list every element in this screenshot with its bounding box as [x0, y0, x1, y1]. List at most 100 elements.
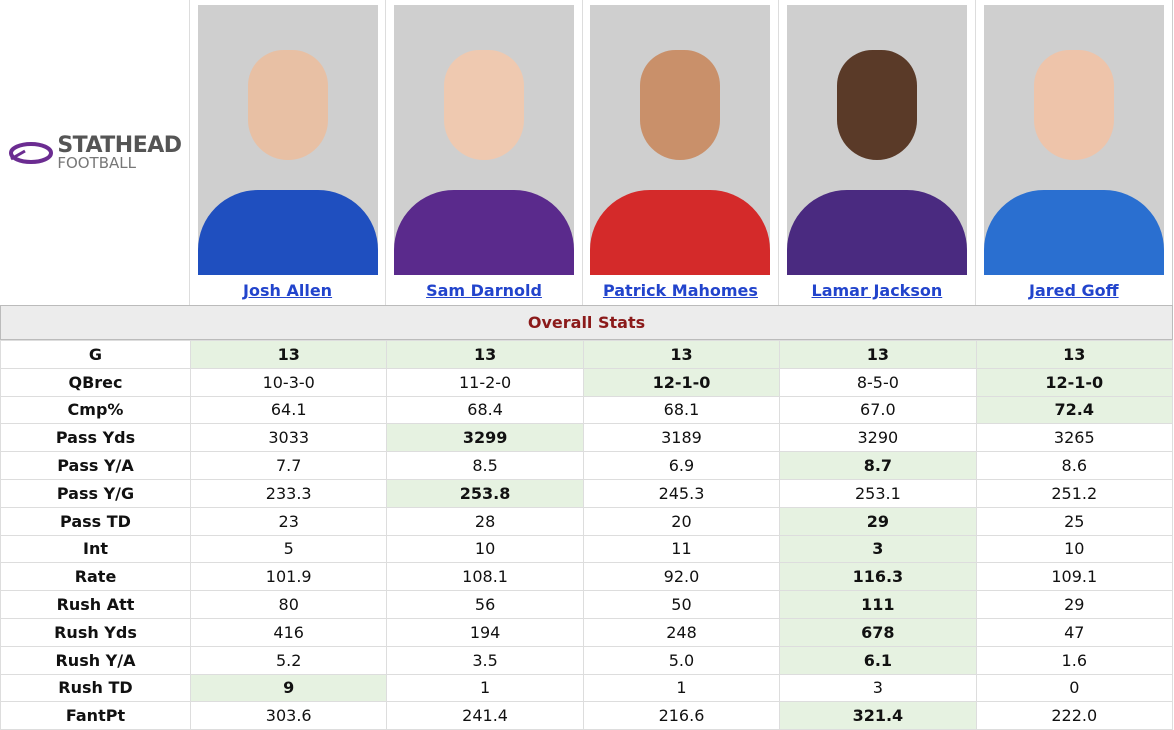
stat-value: 25	[975, 506, 1174, 536]
player-column: Sam Darnold	[386, 0, 583, 305]
photo-jersey	[394, 190, 574, 275]
stat-value: 678	[779, 617, 977, 647]
player-photo	[983, 5, 1164, 275]
logo-brand: STATHEAD	[57, 132, 182, 158]
stat-row: Int 5 10 11 3 10	[0, 534, 1174, 564]
stat-value: 248	[582, 617, 781, 647]
stat-value: 108.1	[386, 562, 584, 592]
logo: STATHEAD FOOTBALL	[0, 0, 190, 305]
stat-value: 12-1-0	[975, 367, 1174, 397]
stat-row: QBrec 10-3-0 11-2-0 12-1-0 8-5-0 12-1-0	[0, 367, 1174, 397]
stat-label: Rate	[0, 562, 191, 592]
stat-label: Pass Yds	[0, 423, 191, 453]
stat-value: 47	[975, 617, 1174, 647]
stat-value: 253.1	[779, 478, 977, 508]
stat-value: 9	[189, 673, 388, 703]
stat-value: 72.4	[975, 395, 1174, 425]
stat-label: Rush Yds	[0, 617, 191, 647]
stat-row: Pass Y/G 233.3 253.8 245.3 253.1 251.2	[0, 478, 1174, 508]
stat-value: 68.1	[582, 395, 781, 425]
stat-value: 109.1	[975, 562, 1174, 592]
photo-face	[247, 50, 328, 160]
stat-value: 222.0	[975, 701, 1174, 730]
stat-value: 3290	[779, 423, 977, 453]
player-photo	[786, 5, 967, 275]
stat-label: G	[0, 340, 191, 369]
stat-value: 13	[582, 340, 781, 369]
stat-value: 101.9	[189, 562, 388, 592]
stat-value: 303.6	[189, 701, 388, 730]
stat-value: 6.9	[582, 451, 781, 480]
photo-jersey	[983, 190, 1164, 275]
stat-row: Pass Yds 3033 3299 3189 3290 3265	[0, 423, 1174, 453]
stat-value: 50	[582, 590, 781, 619]
stat-row: Rush TD 9 1 1 3 0	[0, 673, 1174, 703]
stat-value: 3.5	[386, 645, 584, 675]
logo-icon	[9, 141, 54, 164]
stat-row: G 13 13 13 13 13	[0, 340, 1174, 369]
stat-value: 3033	[189, 423, 388, 453]
stat-value: 3189	[582, 423, 781, 453]
stat-value: 1.6	[975, 645, 1174, 675]
stat-value: 3299	[386, 423, 584, 453]
stat-value: 8-5-0	[779, 367, 977, 397]
player-link[interactable]: Lamar Jackson	[811, 281, 943, 300]
stat-value: 64.1	[189, 395, 388, 425]
player-link[interactable]: Sam Darnold	[426, 281, 542, 300]
photo-face	[444, 50, 524, 160]
logo-text: STATHEAD FOOTBALL	[57, 132, 182, 172]
stat-label: Rush TD	[0, 673, 191, 703]
stat-value: 5	[189, 534, 388, 564]
stat-value: 1	[582, 673, 781, 703]
player-photo	[197, 5, 378, 275]
stat-value: 241.4	[386, 701, 584, 730]
stat-value: 11	[582, 534, 781, 564]
photo-face	[1033, 50, 1114, 160]
player-column: Patrick Mahomes	[583, 0, 780, 305]
stat-value: 13	[386, 340, 584, 369]
logo-sub: FOOTBALL	[57, 153, 136, 172]
stat-value: 321.4	[779, 701, 977, 730]
stat-value: 233.3	[189, 478, 388, 508]
stat-value: 12-1-0	[582, 367, 781, 397]
stat-value: 20	[582, 506, 781, 536]
player-link[interactable]: Jared Goff	[1029, 281, 1119, 300]
stat-value: 8.5	[386, 451, 584, 480]
stat-row: Pass TD 23 28 20 29 25	[0, 506, 1174, 536]
stat-row: Cmp% 64.1 68.4 68.1 67.0 72.4	[0, 395, 1174, 425]
stat-value: 29	[975, 590, 1174, 619]
player-column: Josh Allen	[190, 0, 387, 305]
photo-jersey	[590, 190, 771, 275]
stat-label: Rush Y/A	[0, 645, 191, 675]
stat-value: 1	[386, 673, 584, 703]
player-link[interactable]: Patrick Mahomes	[602, 281, 758, 300]
stat-value: 10-3-0	[189, 367, 388, 397]
stat-value: 11-2-0	[386, 367, 584, 397]
stat-value: 253.8	[386, 478, 584, 508]
stat-value: 13	[779, 340, 977, 369]
stat-label: Cmp%	[0, 395, 191, 425]
stat-value: 56	[386, 590, 584, 619]
stat-value: 80	[189, 590, 388, 619]
header: STATHEAD FOOTBALL Josh Allen Sam Darnold P…	[0, 0, 1173, 305]
stat-label: QBrec	[0, 367, 191, 397]
stat-value: 28	[386, 506, 584, 536]
stat-row: Pass Y/A 7.7 8.5 6.9 8.7 8.6	[0, 451, 1174, 480]
stat-label: FantPt	[0, 701, 191, 730]
stat-value: 216.6	[582, 701, 781, 730]
player-column: Lamar Jackson	[779, 0, 976, 305]
stat-row: Rate 101.9 108.1 92.0 116.3 109.1	[0, 562, 1174, 592]
stat-value: 8.7	[779, 451, 977, 480]
player-photo	[394, 5, 574, 275]
stat-value: 3	[779, 534, 977, 564]
player-link[interactable]: Josh Allen	[243, 281, 333, 300]
player-column: Jared Goff	[976, 0, 1172, 305]
stat-value: 13	[975, 340, 1174, 369]
player-photo	[590, 5, 771, 275]
stat-value: 3	[779, 673, 977, 703]
stat-value: 92.0	[582, 562, 781, 592]
stat-value: 5.2	[189, 645, 388, 675]
stat-value: 8.6	[975, 451, 1174, 480]
stat-value: 29	[779, 506, 977, 536]
